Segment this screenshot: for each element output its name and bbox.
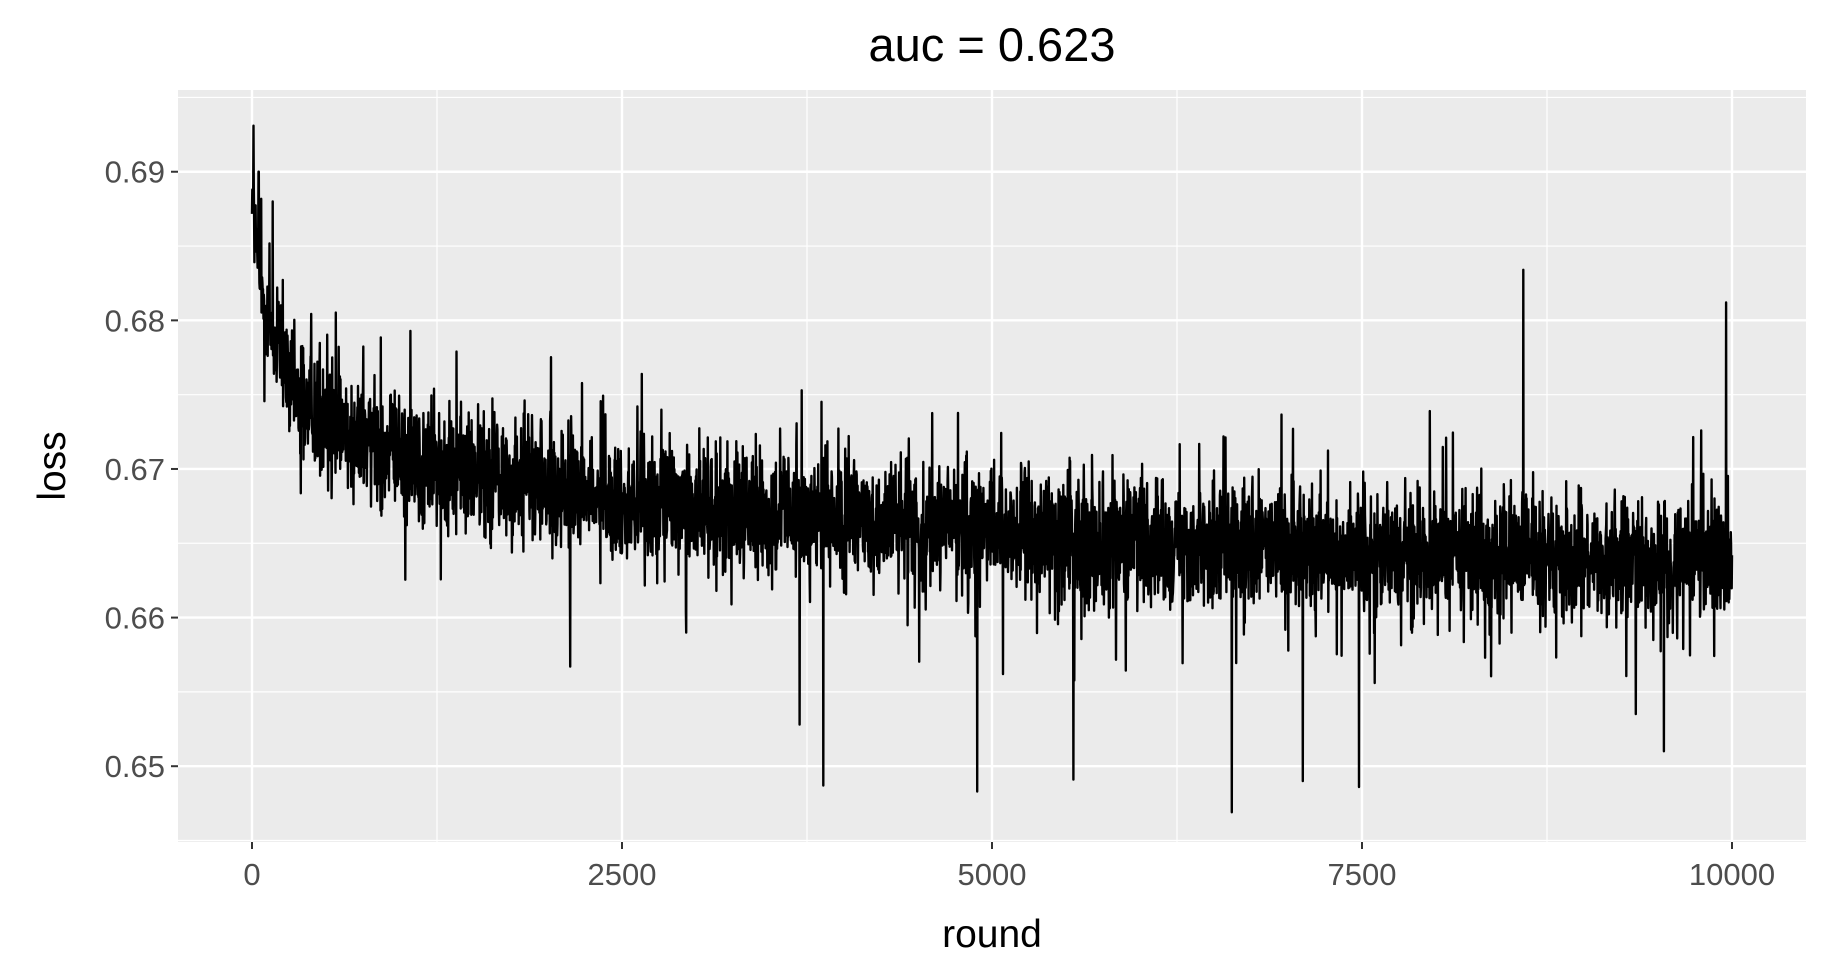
- loss-series-line: [250, 124, 1734, 814]
- y-axis-ticks: 0.65 0.66 0.67 0.68 0.69: [105, 155, 178, 784]
- x-tick-label: 2500: [588, 857, 657, 892]
- y-tick-label: 0.69: [105, 155, 165, 190]
- y-axis-title: loss: [31, 431, 74, 500]
- x-tick-label: 0: [243, 857, 260, 892]
- x-axis-title: round: [942, 913, 1042, 956]
- y-tick-label: 0.67: [105, 452, 165, 487]
- chart-title: auc = 0.623: [869, 18, 1116, 71]
- y-tick-label: 0.65: [105, 749, 165, 784]
- y-tick-label: 0.68: [105, 303, 165, 338]
- x-tick-label: 5000: [958, 857, 1027, 892]
- x-axis-ticks: 0 2500 5000 7500 10000: [243, 842, 1775, 892]
- x-tick-label: 10000: [1689, 857, 1775, 892]
- x-tick-label: 7500: [1328, 857, 1397, 892]
- y-tick-label: 0.66: [105, 601, 165, 636]
